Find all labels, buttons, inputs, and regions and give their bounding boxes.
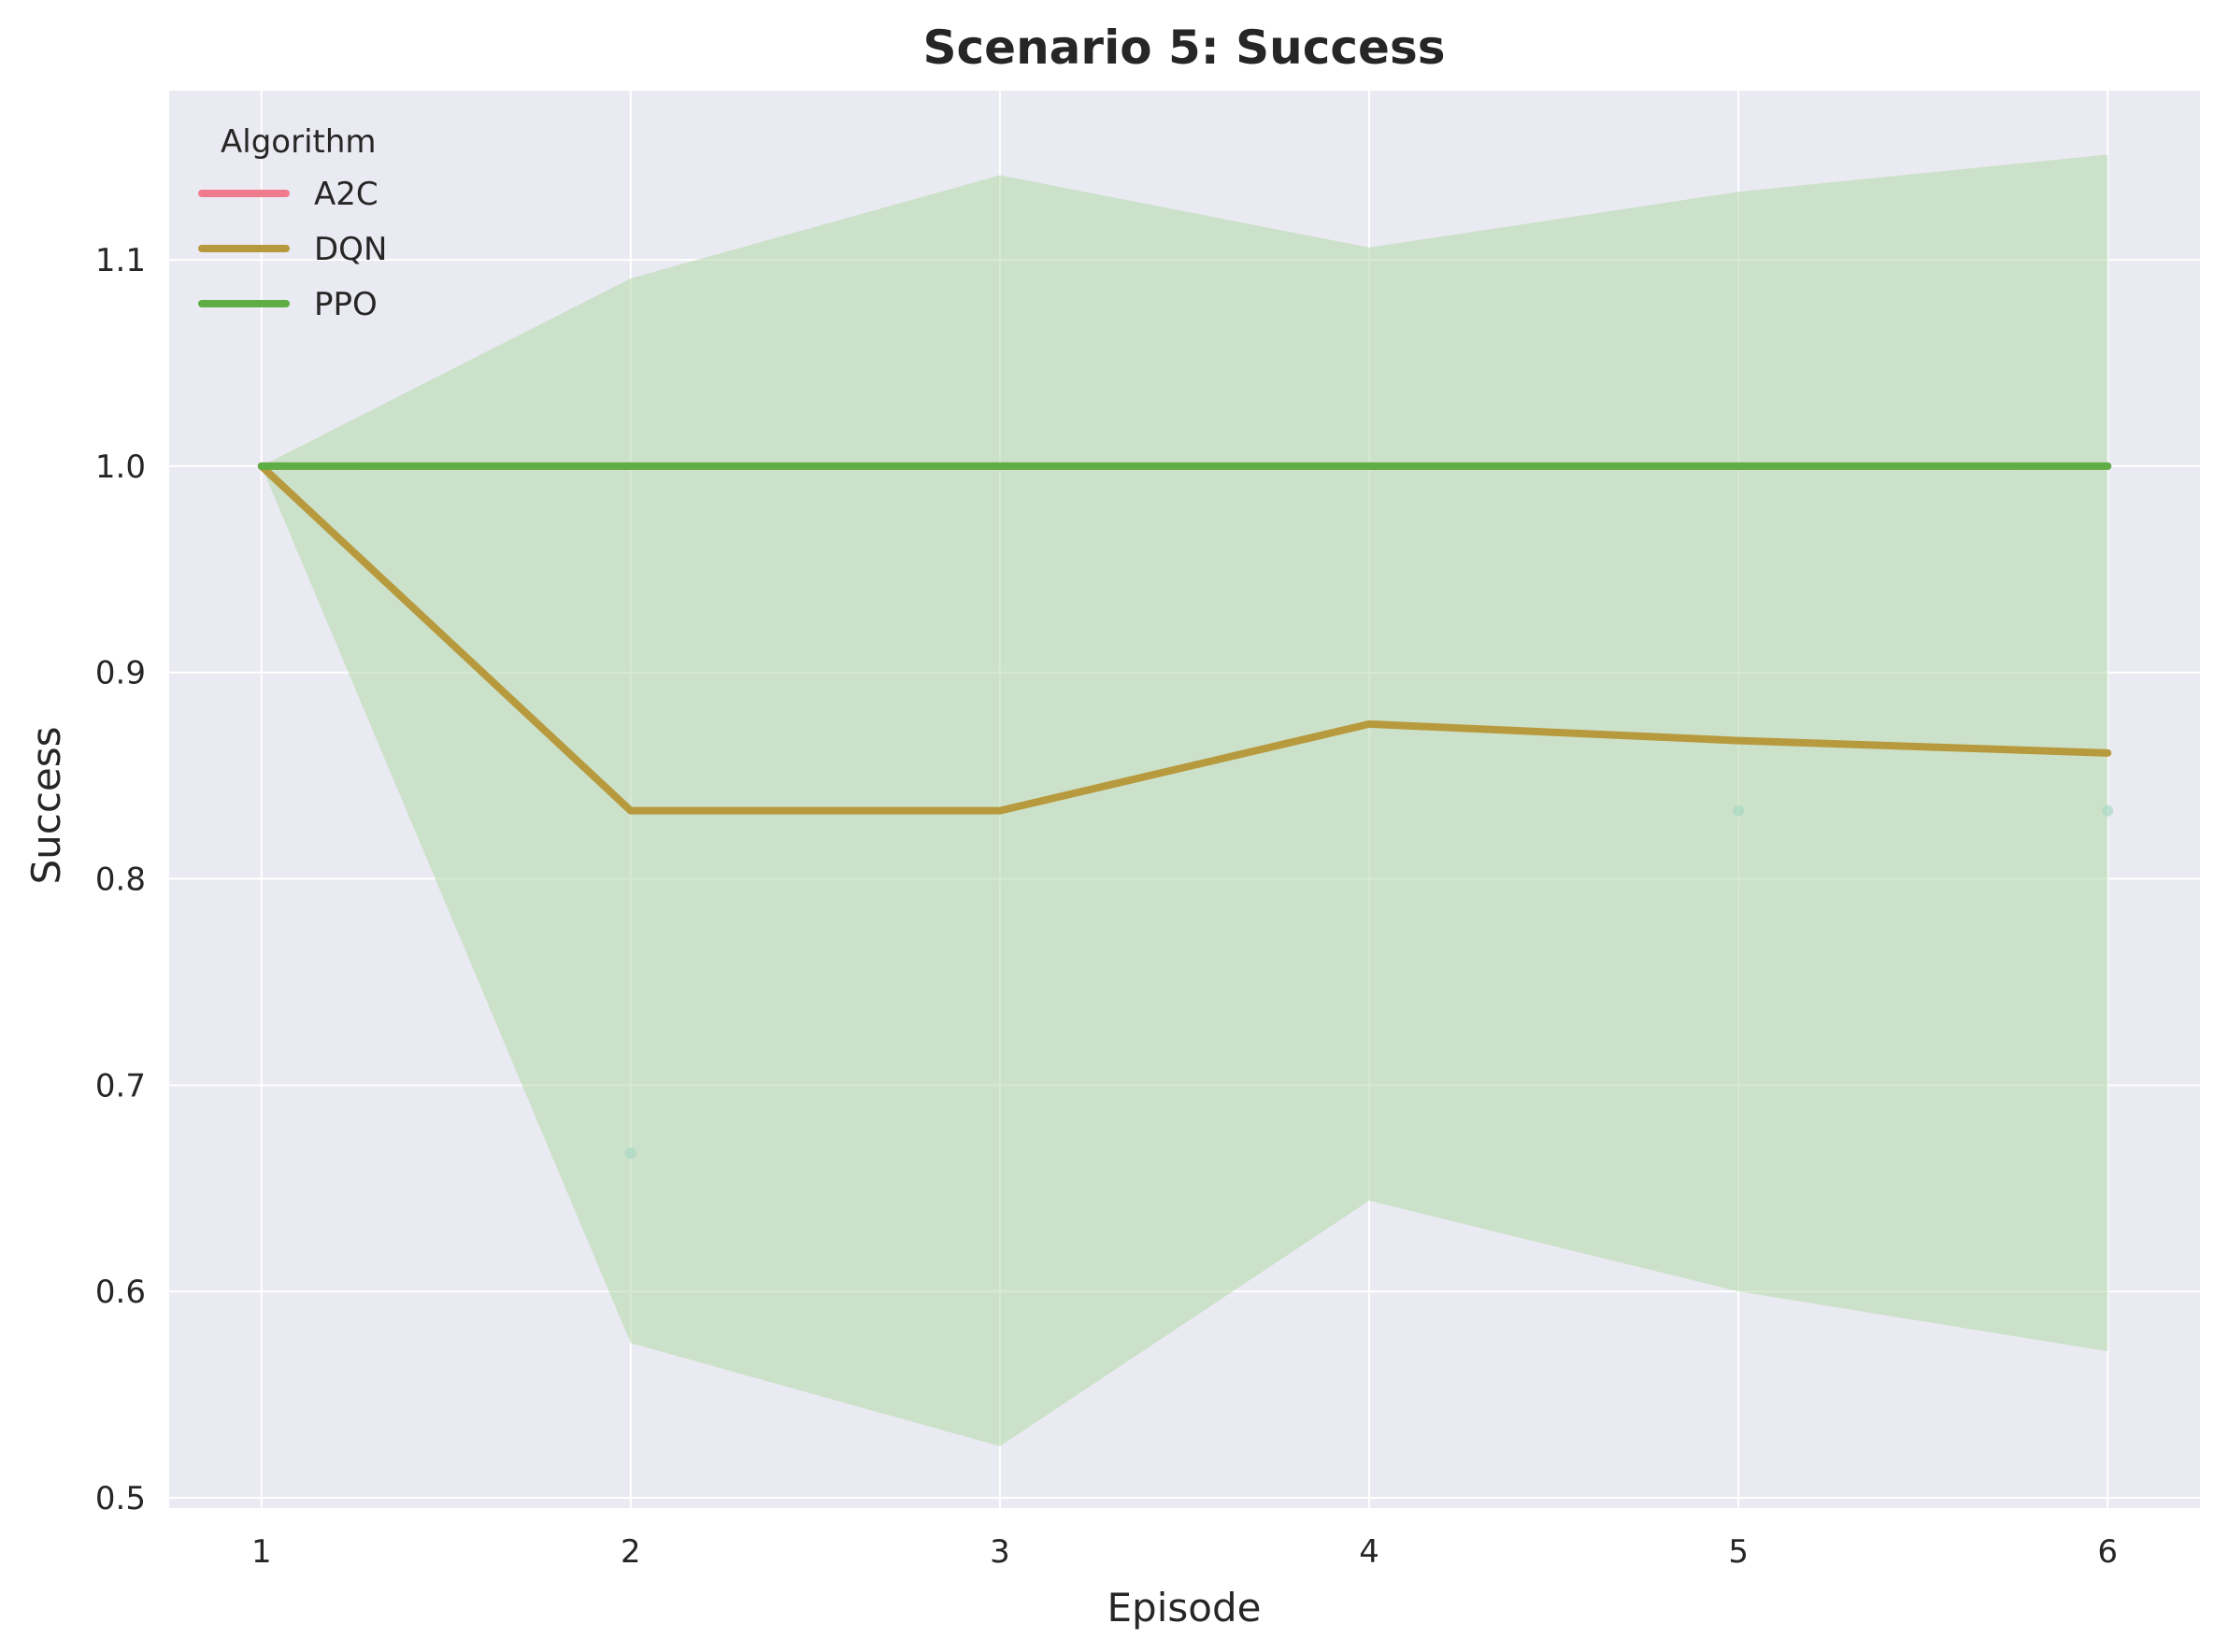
series-lines <box>257 462 2112 815</box>
x-tick-label: 4 <box>1359 1533 1379 1571</box>
x-axis-title: Episode <box>1107 1585 1262 1631</box>
legend: Algorithm A2C DQN PPO <box>198 123 387 323</box>
x-tick-label: 1 <box>251 1533 272 1571</box>
x-tick-label: 6 <box>2097 1533 2118 1571</box>
y-tick-label: 1.1 <box>95 242 146 279</box>
series-line-dqn <box>257 462 2112 815</box>
x-tick-label: 3 <box>990 1533 1010 1571</box>
legend-title: Algorithm <box>221 123 377 161</box>
legend-label-ppo: PPO <box>314 286 378 323</box>
y-tick-label: 0.8 <box>95 862 146 899</box>
scatter-point <box>624 1147 636 1160</box>
x-tick-label: 2 <box>621 1533 641 1571</box>
chart-title: Scenario 5: Success <box>923 21 1446 75</box>
y-tick-label: 0.7 <box>95 1067 146 1104</box>
scatter-point <box>1733 805 1745 817</box>
y-tick-label: 0.5 <box>95 1480 146 1517</box>
y-tick-labels: 0.5 0.6 0.7 0.8 0.9 1.0 1.1 <box>95 242 146 1517</box>
y-tick-label: 1.0 <box>95 449 146 486</box>
scatter-point <box>2102 805 2114 817</box>
y-tick-label: 0.6 <box>95 1274 146 1311</box>
y-axis-title: Success <box>23 726 69 884</box>
confidence-band-layer <box>261 154 2108 1446</box>
legend-label-dqn: DQN <box>314 231 387 268</box>
legend-label-a2c: A2C <box>314 176 379 213</box>
x-tick-label: 5 <box>1728 1533 1749 1571</box>
x-tick-labels: 1 2 3 4 5 6 <box>251 1533 2118 1571</box>
dqn-confidence-band <box>261 154 2108 1446</box>
scatter-layer <box>624 805 2114 1160</box>
y-tick-label: 0.9 <box>95 655 146 692</box>
